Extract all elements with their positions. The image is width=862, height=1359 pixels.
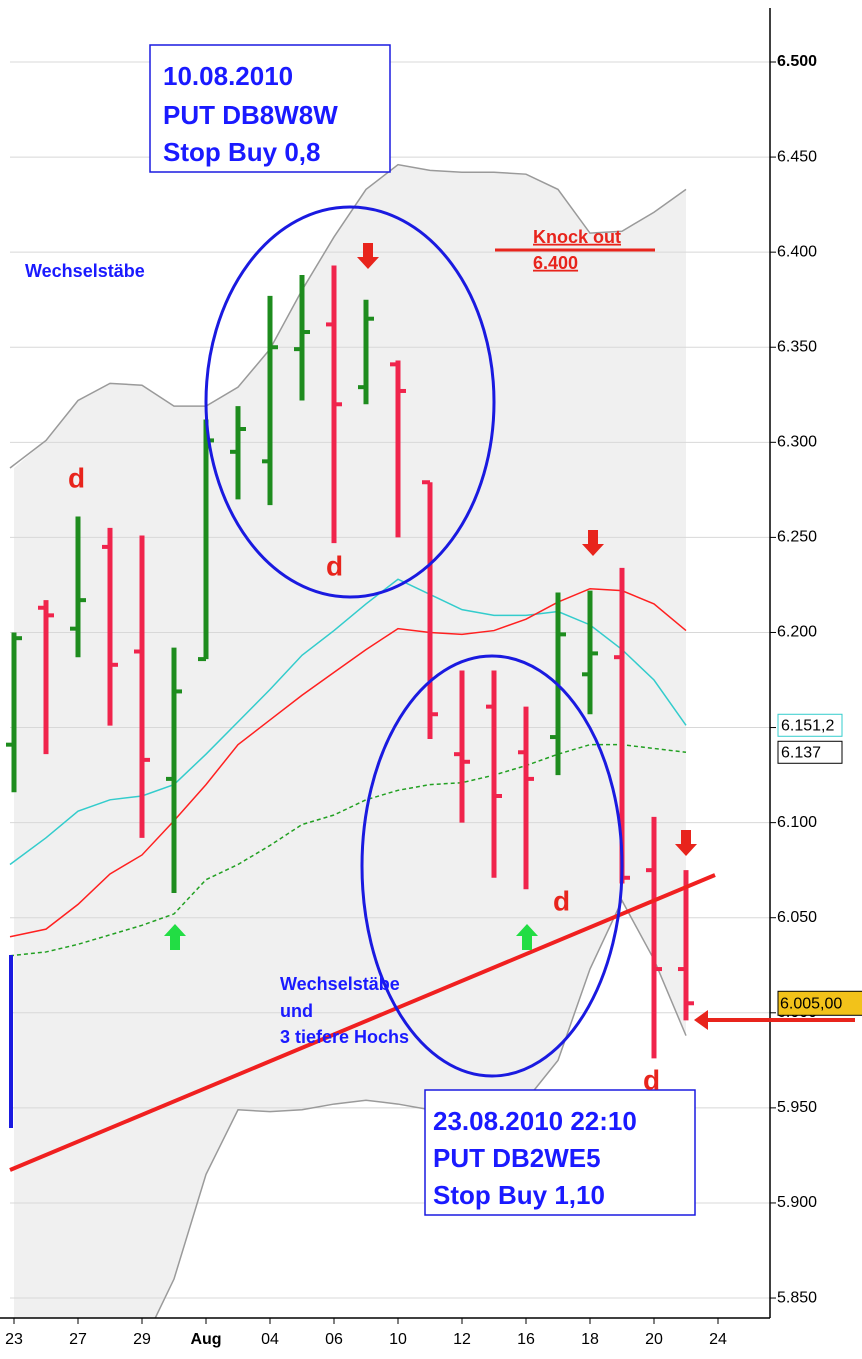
annotation: 6.400 [533, 253, 578, 273]
annotation: und [280, 1001, 313, 1021]
price-bars [6, 265, 694, 1059]
last-value-box [777, 740, 843, 764]
x-tick-label: 23 [5, 1331, 23, 1348]
down-arrow [675, 830, 697, 856]
y-tick-label: 6.500 [777, 53, 817, 70]
note-text: Stop Buy 1,10 [433, 1180, 605, 1210]
note-text: PUT DB8W8W [163, 100, 338, 130]
x-tick-label: Aug [190, 1331, 221, 1348]
up-arrow [164, 924, 186, 950]
y-tick-label: 5.850 [777, 1289, 817, 1306]
y-tick-label: 6.300 [777, 434, 817, 451]
y-tick-label: 6.200 [777, 624, 817, 641]
x-tick-label: 10 [389, 1331, 407, 1348]
y-tick-label: 6.050 [777, 909, 817, 926]
annotation: 3 tiefere Hochs [280, 1027, 409, 1047]
d-label: d [68, 462, 85, 493]
d-label: d [643, 1064, 660, 1095]
price-arrow-head [694, 1010, 708, 1030]
annotation: Wechselstäbe [25, 261, 145, 281]
indicator-line [9, 743, 687, 957]
x-tick-label: 20 [645, 1331, 663, 1348]
x-tick-label: 27 [69, 1331, 87, 1348]
y-tick-label: 6.250 [777, 529, 817, 546]
annotation: Knock out [533, 227, 621, 247]
y-tick-label: 6.350 [777, 338, 817, 355]
band-fill [14, 164, 686, 1318]
up-arrow [516, 924, 538, 950]
value-labels: 6.151,2 6.137 6.005,00 [777, 713, 862, 1016]
indicator-line [9, 578, 687, 866]
annotations: 10.08.2010 PUT DB8W8W Stop Buy 0,8 23.08… [0, 8, 855, 1319]
x-tick-label: 16 [517, 1331, 535, 1348]
d-label: d [326, 550, 343, 581]
x-tick-label: 04 [261, 1331, 279, 1348]
last-value-label: 6.151,2 [781, 717, 834, 734]
note-text: PUT DB2WE5 [433, 1143, 601, 1173]
band-lower [154, 898, 687, 1318]
note-box [149, 44, 391, 173]
y-tick-label: 6.100 [777, 814, 817, 831]
y-tick-label: 6.450 [777, 148, 817, 165]
note-text: Stop Buy 0,8 [163, 137, 320, 167]
note-text: 10.08.2010 [163, 61, 293, 91]
x-tick-label: 29 [133, 1331, 151, 1348]
x-tick-label: 24 [709, 1331, 727, 1348]
circle [204, 205, 496, 599]
annotation: Wechselstäbe [280, 974, 400, 994]
d-label: d [553, 885, 570, 916]
circle [360, 654, 624, 1078]
y-tick-label: 6.400 [777, 243, 817, 260]
indicator-line [9, 587, 687, 938]
axes: 5.8505.9005.9506.0006.0506.1006.1506.200… [5, 53, 817, 1348]
last-value-box [777, 713, 843, 737]
x-tick-label: 12 [453, 1331, 471, 1348]
last-value-label: 6.137 [781, 744, 821, 761]
indicator-lines [9, 163, 687, 1318]
band-upper [9, 163, 687, 469]
y-tick-label: 5.950 [777, 1099, 817, 1116]
note-text: 23.08.2010 22:10 [433, 1106, 637, 1136]
down-arrow [357, 243, 379, 269]
x-tick-label: 18 [581, 1331, 599, 1348]
close-box [777, 990, 862, 1016]
y-tick-label: 5.900 [777, 1194, 817, 1211]
down-arrow [582, 530, 604, 556]
close-label: 6.005,00 [780, 996, 842, 1013]
x-tick-label: 06 [325, 1331, 343, 1348]
note-box [424, 1089, 696, 1216]
trend-line [9, 873, 716, 1172]
